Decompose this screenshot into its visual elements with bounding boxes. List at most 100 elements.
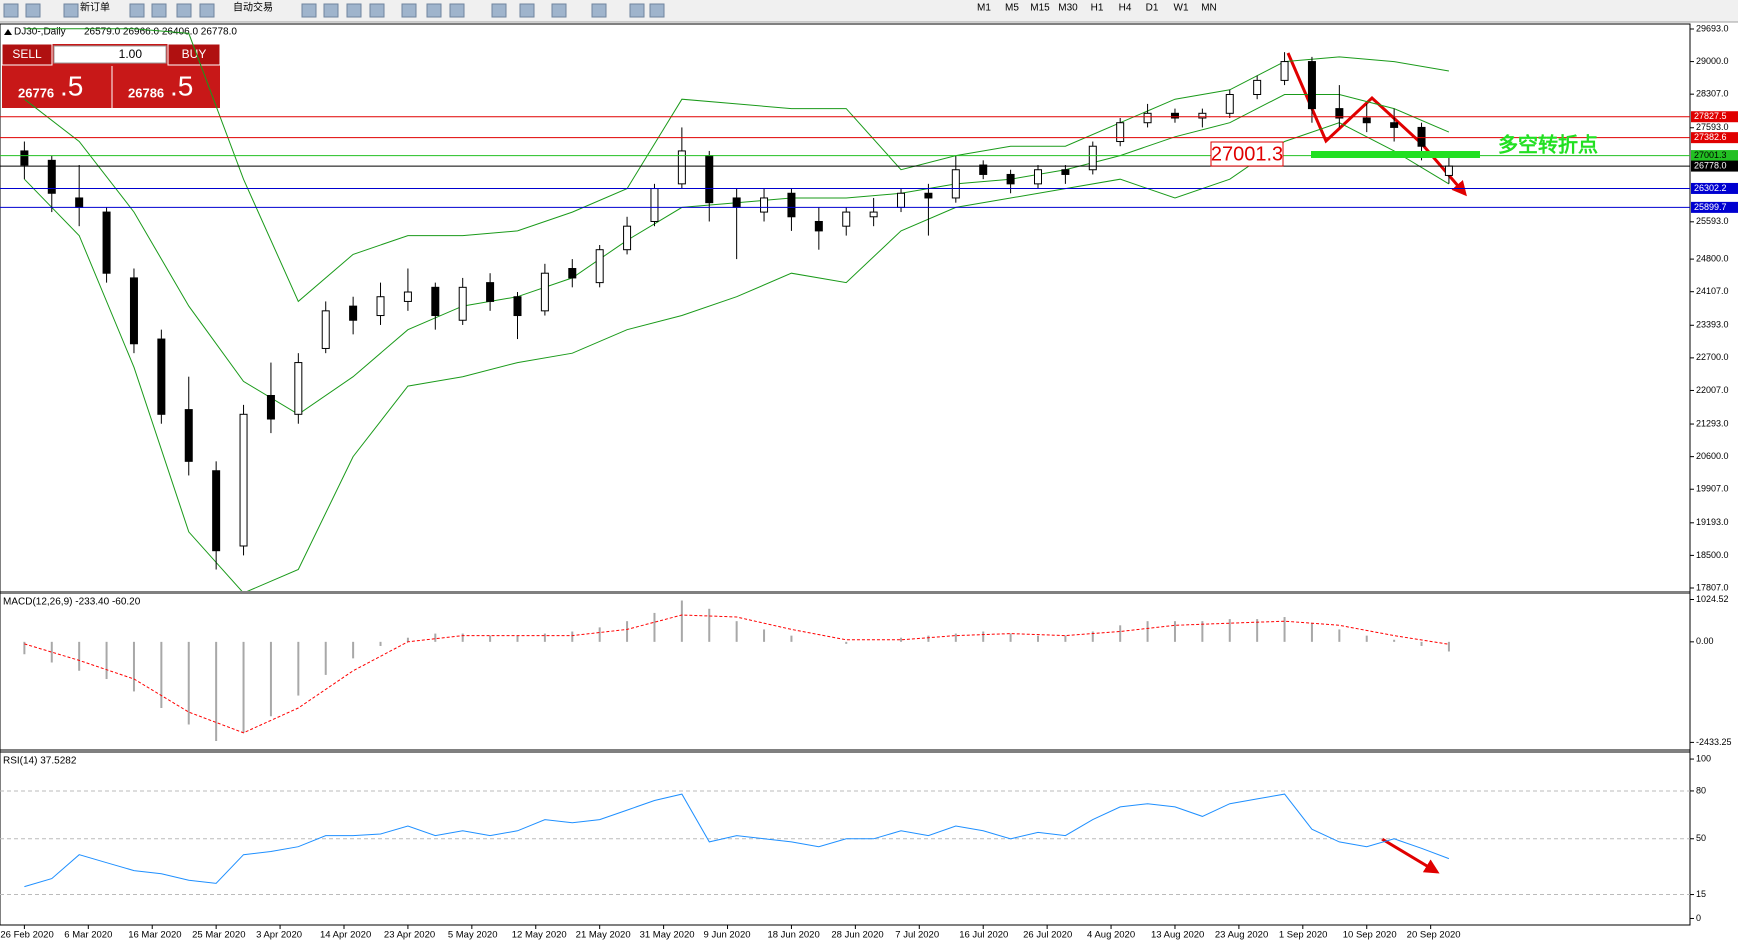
- candle-body: [1390, 122, 1399, 128]
- candle-body: [732, 197, 741, 208]
- x-tick-label: 10 Sep 2020: [1343, 930, 1397, 941]
- candle-body: [842, 211, 851, 227]
- annotation: 多空转折点: [1498, 132, 1598, 156]
- sell-label[interactable]: SELL: [12, 47, 42, 61]
- price-level-tag: [1691, 132, 1738, 144]
- candle-body: [540, 272, 549, 312]
- macd-title: MACD(12,26,9) -233.40 -60.20: [3, 597, 141, 608]
- candle-body: [1143, 112, 1152, 124]
- y-tick-label: 1024.52: [1696, 594, 1729, 604]
- toolbar-icon[interactable]: [491, 3, 507, 18]
- x-tick-label: 3 Apr 2020: [256, 930, 302, 941]
- candle-body: [102, 211, 111, 274]
- x-tick-label: 14 Apr 2020: [320, 930, 371, 941]
- x-tick-label: 16 Jul 2020: [959, 930, 1008, 941]
- x-tick-label: 1 Sep 2020: [1279, 930, 1328, 941]
- candle-body: [458, 286, 467, 321]
- candle-body: [814, 220, 823, 232]
- timeframe[interactable]: MN: [1201, 3, 1217, 14]
- buy-button[interactable]: [167, 43, 221, 66]
- toolbar-icon[interactable]: [369, 3, 385, 18]
- timeframe[interactable]: M1: [977, 3, 991, 14]
- timeframe[interactable]: W1: [1174, 3, 1189, 14]
- y-tick-label: 28307.0: [1696, 89, 1729, 99]
- candle-body: [1417, 126, 1426, 147]
- buy-fraction[interactable]: .5: [170, 70, 193, 101]
- toolbar-icon[interactable]: [629, 3, 645, 18]
- sell-button[interactable]: [1, 43, 53, 66]
- panel: [23, 600, 1450, 742]
- y-tick-label: 22700.0: [1696, 352, 1729, 362]
- x-tick-label: 9 Jun 2020: [704, 930, 751, 941]
- candle-body: [1033, 169, 1042, 185]
- x-tick-label: 25 Mar 2020: [192, 930, 245, 941]
- candle-body: [1444, 165, 1453, 176]
- x-tick-label: 16 Mar 2020: [128, 930, 181, 941]
- toolbar-icon[interactable]: [199, 3, 215, 18]
- y-tick-label: 80: [1696, 785, 1706, 795]
- toolbar-icon[interactable]: [3, 3, 19, 18]
- timeframe[interactable]: H1: [1091, 3, 1104, 14]
- timeframe[interactable]: M15: [1030, 3, 1050, 14]
- candle-body: [1006, 173, 1015, 185]
- toolbar-icon[interactable]: [129, 3, 145, 18]
- candle-body: [760, 197, 769, 213]
- annotation-box: [1210, 141, 1284, 167]
- candle-body: [321, 310, 330, 349]
- y-tick-label: 27593.0: [1696, 122, 1729, 132]
- buy-label[interactable]: BUY: [182, 47, 207, 61]
- trend-arrow: [1286, 52, 1467, 197]
- x-tick-label: 31 May 2020: [640, 930, 695, 941]
- y-tick-label: 20600.0: [1696, 451, 1729, 461]
- volume[interactable]: 1.00: [119, 47, 143, 61]
- toolbar-icon[interactable]: [176, 3, 192, 18]
- symbol-icon: [4, 29, 12, 35]
- bollinger-upper: [24, 28, 1449, 303]
- buy-price[interactable]: 26786: [128, 85, 164, 100]
- toolbar-icon[interactable]: [151, 3, 167, 18]
- candle-body: [1280, 61, 1289, 81]
- sell-fraction[interactable]: .5: [60, 70, 83, 101]
- toolbar-icon[interactable]: [649, 3, 665, 18]
- toolbar-icon[interactable]: [63, 3, 79, 18]
- toolbar-icon[interactable]: [426, 3, 442, 18]
- x-tick-label: 23 Apr 2020: [384, 930, 435, 941]
- x-tick-label: 28 Jun 2020: [831, 930, 883, 941]
- timeframe[interactable]: D1: [1146, 3, 1159, 14]
- toolbar-icon[interactable]: [346, 3, 362, 18]
- candle-body: [1198, 112, 1207, 119]
- timeframe[interactable]: M30: [1058, 3, 1078, 14]
- y-tick-label: 0.00: [1696, 636, 1714, 646]
- price-level-tag: [1691, 182, 1738, 194]
- toolbar-icon[interactable]: [323, 3, 339, 18]
- candle-body: [1116, 122, 1125, 143]
- trade-panel: SELL BUY 1.00 26776 .5 26786 .5: [1, 43, 221, 108]
- sell-price[interactable]: 26776: [18, 85, 54, 100]
- toolbar-icon[interactable]: [301, 3, 317, 18]
- price-level-label: 27382.6: [1694, 132, 1727, 142]
- toolbar-icon[interactable]: [591, 3, 607, 18]
- candle-body: [869, 211, 878, 218]
- candle-body: [513, 296, 522, 317]
- timeframe[interactable]: M5: [1005, 3, 1019, 14]
- candle-body: [595, 249, 604, 284]
- price-level-tag: [1691, 160, 1738, 172]
- toolbar-icon[interactable]: [519, 3, 535, 18]
- toolbar-icon[interactable]: [551, 3, 567, 18]
- toolbar-icon[interactable]: [401, 3, 417, 18]
- toolbar-icon[interactable]: [25, 3, 41, 18]
- candle-body: [897, 192, 906, 208]
- x-tick-label: 4 Aug 2020: [1087, 930, 1135, 941]
- candle-body: [129, 277, 138, 345]
- auto-trade[interactable]: 自动交易: [233, 1, 273, 14]
- volume-input[interactable]: [53, 45, 167, 64]
- timeframe[interactable]: H4: [1119, 3, 1132, 14]
- y-tick-label: 25593.0: [1696, 216, 1729, 226]
- candle-body: [403, 291, 412, 302]
- y-tick-label: 23393.0: [1696, 320, 1729, 330]
- candle-body: [1335, 108, 1344, 119]
- new-order[interactable]: 新订单: [80, 1, 110, 14]
- toolbar-icon[interactable]: [449, 3, 465, 18]
